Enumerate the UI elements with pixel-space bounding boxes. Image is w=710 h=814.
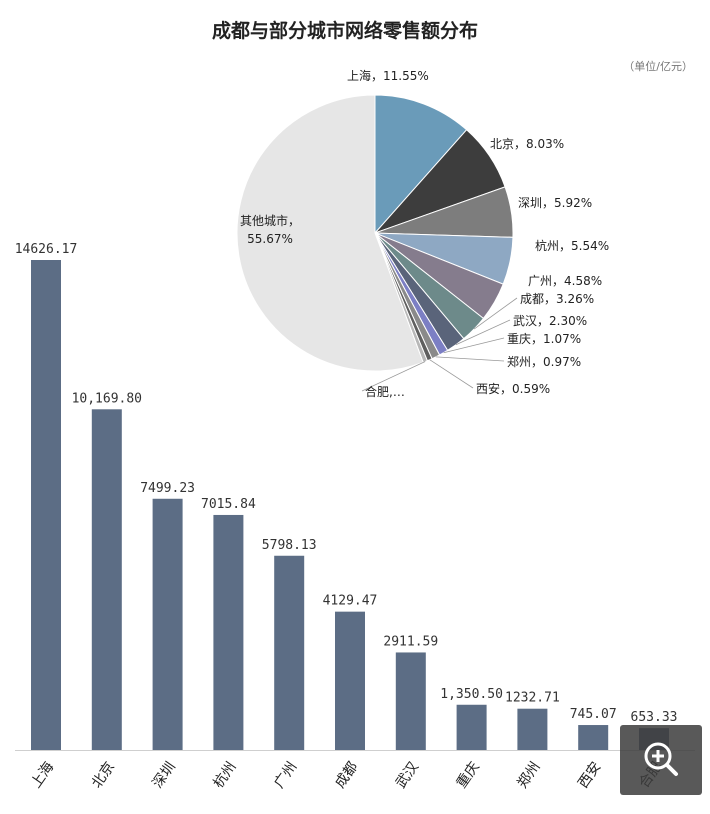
bar-value-label: 7015.84: [201, 497, 256, 512]
pie-slice: [374, 94, 468, 235]
category-label: 成都: [332, 759, 361, 791]
bar: [395, 652, 426, 750]
category-label: 广州: [271, 759, 300, 791]
bar: [31, 260, 61, 750]
pie-slice: [236, 94, 424, 372]
bar-series: 14626.17 上海 10,169.80 北京 7499.23 深圳 7015.84 杭州 5…: [15, 242, 695, 791]
bar-value-label: 10,169.80: [72, 391, 142, 406]
bar-value-label: 745.07: [570, 707, 617, 722]
pie-slice-label: 武汉，2.30%: [513, 314, 587, 328]
category-label: 西安: [575, 759, 604, 791]
pie-slice-label: 其他城市， 55.67%: [240, 213, 300, 246]
category-label: 重庆: [454, 759, 483, 791]
category-label: 深圳: [150, 759, 179, 791]
bar: [456, 704, 487, 750]
bar-value-label: 2911.59: [383, 634, 438, 649]
bar: [274, 555, 305, 750]
category-label: 郑州: [515, 759, 544, 791]
pie-slice-label: 郑州，0.97%: [507, 354, 581, 369]
category-label: 杭州: [211, 759, 240, 791]
category-label: 北京: [89, 759, 118, 791]
bar-value-label: 653.33: [631, 710, 678, 725]
leader-line: [473, 297, 518, 330]
bar-value-label: 4129.47: [323, 594, 378, 609]
bar-value-label: 5798.13: [262, 538, 317, 553]
leader-line: [443, 337, 505, 354]
bar-value-label: 7499.23: [140, 481, 195, 496]
zoom-button[interactable]: [620, 725, 702, 795]
unit-label: （单位/亿元）: [623, 59, 693, 73]
pie-slice-label: 重庆，1.07%: [507, 332, 581, 346]
pie-slice-label: 西安，0.59%: [476, 381, 550, 396]
pie-slice-label: 成都，3.26%: [520, 292, 594, 306]
pie-slice-label: 深圳，5.92%: [518, 196, 592, 210]
leader-line: [429, 359, 474, 389]
bar: [517, 708, 548, 750]
pie-slice-label: 北京，8.03%: [490, 137, 564, 151]
pie-slice-label: 杭州，5.54%: [535, 238, 609, 253]
bar: [335, 611, 365, 750]
leader-line: [361, 361, 426, 392]
leader-line: [455, 319, 511, 346]
chart-title: 成都与部分城市网络零售额分布: [212, 19, 478, 42]
bar: [578, 725, 609, 750]
pie-slice-label: 合肥,…: [365, 384, 405, 399]
pie-slice-label: 上海，11.55%: [347, 68, 429, 83]
bar-value-label: 1,350.50: [440, 687, 503, 702]
leader-line: [435, 356, 505, 362]
bar-value-label: 1232.71: [505, 691, 560, 706]
bar-value-label: 14626.17: [15, 242, 78, 257]
category-label: 上海: [28, 759, 57, 791]
pie-slice-label: 广州，4.58%: [528, 274, 602, 288]
zoom-in-icon: [644, 742, 678, 776]
pie-chart: 上海，11.55% 北京，8.03% 深圳，5.92% 杭州，5.54% 广州，4.58…: [236, 68, 609, 399]
bar: [152, 498, 183, 750]
category-label: 武汉: [393, 759, 422, 791]
bar: [91, 409, 122, 750]
bar: [213, 514, 244, 750]
